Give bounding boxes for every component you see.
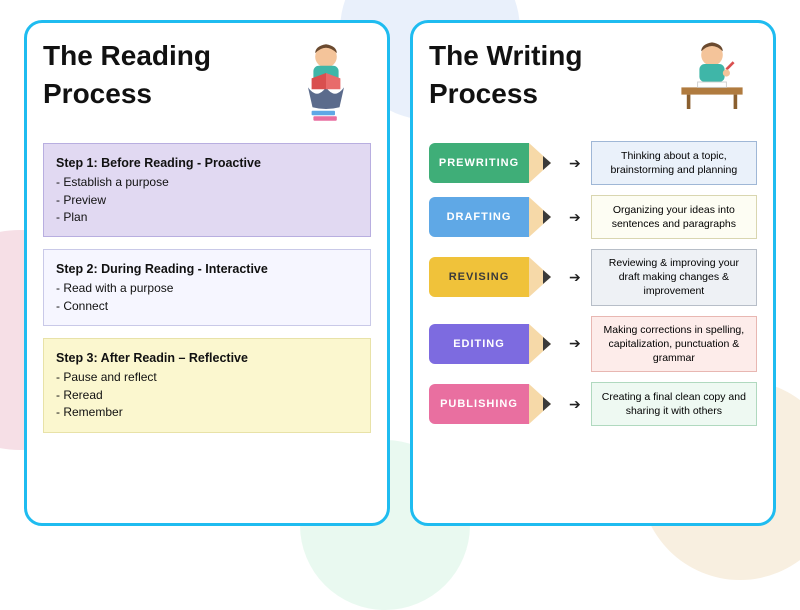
writing-row-4: EDITING ➔ Making corrections in spelling, … — [429, 316, 757, 373]
pencil-label: EDITING — [429, 338, 529, 350]
pencil-label: REVISING — [429, 271, 529, 283]
writing-title: The WritingProcess — [429, 37, 582, 113]
writing-desc: Reviewing & improving your draft making … — [591, 249, 757, 306]
reading-illustration — [281, 37, 371, 127]
step-items: Pause and reflectRereadRemember — [56, 369, 358, 421]
pencil-label: PREWRITING — [429, 157, 529, 169]
arrow-icon: ➔ — [569, 335, 581, 352]
reading-panel: The ReadingProcess Step 1: Before Readin… — [24, 20, 390, 526]
step-item: Read with a purpose — [56, 280, 358, 297]
arrow-icon: ➔ — [569, 396, 581, 413]
writing-row-5: PUBLISHING ➔ Creating a final clean copy a… — [429, 382, 757, 426]
step-item: Remember — [56, 404, 358, 421]
reading-step-3: Step 3: After Readin – Reflective Pause a… — [43, 338, 371, 432]
pencil-icon: REVISING — [429, 257, 559, 297]
arrow-icon: ➔ — [569, 155, 581, 172]
arrow-icon: ➔ — [569, 269, 581, 286]
writing-row-2: DRAFTING ➔ Organizing your ideas into sent… — [429, 195, 757, 239]
step-items: Read with a purposeConnect — [56, 280, 358, 315]
reading-title: The ReadingProcess — [43, 37, 211, 113]
step-title: Step 1: Before Reading - Proactive — [56, 154, 358, 172]
writing-desc: Creating a final clean copy and sharing … — [591, 382, 757, 426]
writing-row-1: PREWRITING ➔ Thinking about a topic, brain… — [429, 141, 757, 185]
writing-rows: PREWRITING ➔ Thinking about a topic, brain… — [429, 141, 757, 426]
step-item: Connect — [56, 298, 358, 315]
writing-panel: The WritingProcess PREWRITING ➔ Thinking a… — [410, 20, 776, 526]
pencil-icon: PREWRITING — [429, 143, 559, 183]
writing-desc: Making corrections in spelling, capitali… — [591, 316, 757, 373]
step-item: Preview — [56, 192, 358, 209]
step-item: Establish a purpose — [56, 174, 358, 191]
step-item: Plan — [56, 209, 358, 226]
reading-step-2: Step 2: During Reading - Interactive Read… — [43, 249, 371, 326]
writing-header: The WritingProcess — [429, 37, 757, 127]
reading-step-1: Step 1: Before Reading - Proactive Establ… — [43, 143, 371, 237]
writing-desc: Thinking about a topic, brainstorming an… — [591, 141, 757, 185]
writing-row-3: REVISING ➔ Reviewing & improving your draf… — [429, 249, 757, 306]
step-title: Step 2: During Reading - Interactive — [56, 260, 358, 278]
step-item: Pause and reflect — [56, 369, 358, 386]
reading-header: The ReadingProcess — [43, 37, 371, 127]
reading-steps: Step 1: Before Reading - Proactive Establ… — [43, 143, 371, 433]
pencil-label: DRAFTING — [429, 211, 529, 223]
pencil-label: PUBLISHING — [429, 398, 529, 410]
step-title: Step 3: After Readin – Reflective — [56, 349, 358, 367]
pencil-icon: PUBLISHING — [429, 384, 559, 424]
step-item: Reread — [56, 387, 358, 404]
step-items: Establish a purposePreviewPlan — [56, 174, 358, 226]
arrow-icon: ➔ — [569, 209, 581, 226]
writing-desc: Organizing your ideas into sentences and… — [591, 195, 757, 239]
pencil-icon: EDITING — [429, 324, 559, 364]
pencil-icon: DRAFTING — [429, 197, 559, 237]
writing-illustration — [667, 37, 757, 127]
